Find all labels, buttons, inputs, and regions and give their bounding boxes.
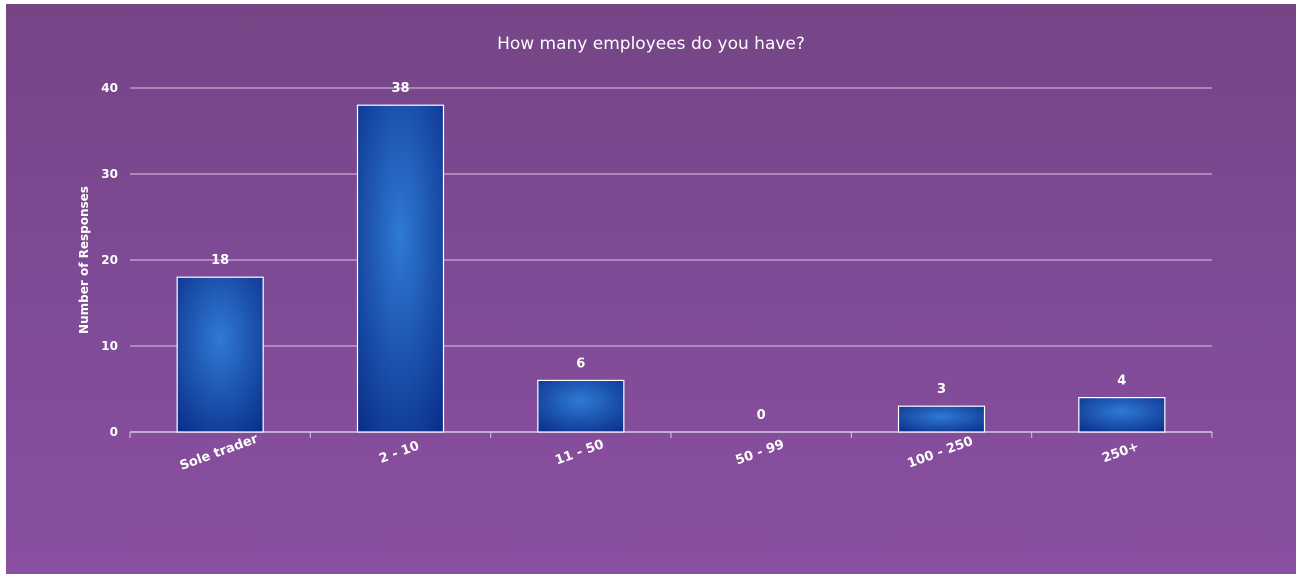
gridlines bbox=[130, 87, 1212, 347]
y-tick-label: 0 bbox=[110, 425, 118, 439]
bar bbox=[537, 379, 625, 433]
category-label: Sole trader bbox=[178, 431, 261, 473]
bar bbox=[897, 405, 986, 433]
data-label: 18 bbox=[211, 253, 229, 268]
category-label: 11 - 50 bbox=[553, 437, 606, 468]
bars bbox=[176, 104, 1166, 433]
data-label: 3 bbox=[937, 382, 946, 397]
category-label: 100 - 250 bbox=[905, 434, 975, 472]
y-tick-label: 10 bbox=[101, 339, 118, 353]
category-label: 2 - 10 bbox=[377, 439, 421, 467]
data-label: 38 bbox=[391, 81, 409, 96]
bar bbox=[1078, 397, 1166, 433]
bar bbox=[356, 104, 445, 433]
chart-panel: How many employees do you have? 0 10 20 30 4… bbox=[6, 4, 1296, 574]
y-axis-title: Number of Responses bbox=[77, 186, 91, 334]
data-label: 0 bbox=[757, 408, 766, 423]
chart-title: How many employees do you have? bbox=[497, 34, 805, 54]
y-tick-label: 30 bbox=[101, 167, 118, 181]
data-label: 6 bbox=[576, 356, 585, 371]
bar-chart: 0 10 20 30 40 18 Sole trader 38 2 - 10 6 11 - 50 0 5… bbox=[77, 81, 1213, 474]
y-tick-label: 20 bbox=[101, 253, 118, 267]
bar bbox=[176, 276, 264, 433]
category-label: 250+ bbox=[1100, 439, 1141, 466]
y-tick-label: 40 bbox=[101, 81, 118, 95]
axes bbox=[129, 431, 1213, 438]
category-label: 50 - 99 bbox=[734, 437, 787, 468]
data-label: 4 bbox=[1117, 374, 1126, 389]
